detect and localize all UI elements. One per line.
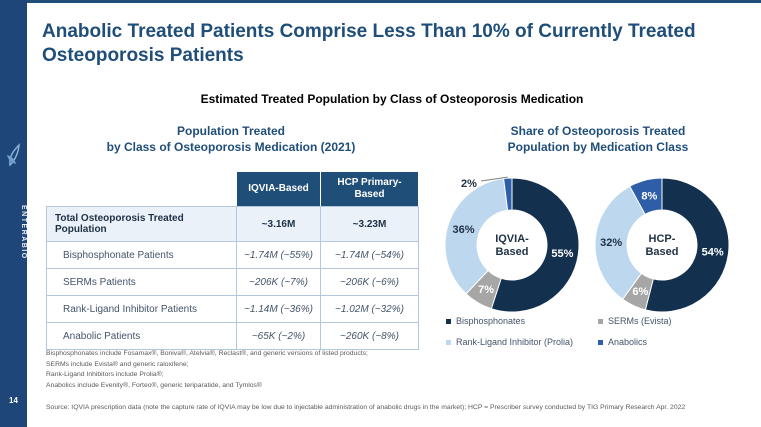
table-section-heading: Population Treated by Class of Osteoporo…	[58, 124, 404, 155]
brand-name-vertical: ENTERABIO	[20, 204, 27, 260]
donut-segment-bisphosphonates	[644, 177, 730, 313]
donut-segment-anabolics	[503, 177, 513, 211]
charts-section-heading: Share of Osteoporosis Treated Population…	[450, 124, 746, 155]
iqvia-value: ~65K (~2%)	[236, 322, 321, 350]
table-heading-line1: Population Treated	[176, 124, 285, 138]
chart-legend: Bisphosphonates SERMs (Evista) Rank-Ligand…	[446, 316, 746, 347]
table-row: SERMs Patients ~206K (~7%) ~206K (~6%)	[46, 268, 419, 296]
donut-segment-bisphosphonates	[490, 177, 580, 313]
column-header-hcp: HCP Primary-Based	[320, 171, 419, 207]
legend-item: SERMs (Evista)	[598, 316, 738, 326]
legend-label: Rank-Ligand Inhibitor (Prolia)	[456, 337, 574, 347]
table-header-row: IQVIA-Based HCP Primary-Based	[47, 171, 419, 207]
top-border-line	[0, 0, 761, 3]
legend-item: Bisphosphonates	[446, 316, 598, 326]
donut-chart-iqvia: 55% 7% 36% 2% IQVIA-Based	[444, 176, 580, 313]
donut-segment-rank-ligand-inhibitor-prolia	[594, 185, 646, 300]
hcp-value: ~260K (~8%)	[320, 322, 419, 350]
sidebar: ENTERABIO 14	[0, 0, 27, 427]
footnote-line: Bisphosphonates include Fosamax®, Boniva…	[46, 350, 368, 357]
row-label: SERMs Patients	[46, 268, 237, 296]
segment-value-label: 7%	[478, 284, 494, 296]
legend-swatch-icon	[598, 339, 603, 345]
table-row-total: Total Osteoporosis Treated Population ~3.…	[46, 206, 419, 242]
iqvia-value: ~3.16M	[236, 206, 321, 242]
column-header-iqvia: IQVIA-Based	[236, 171, 321, 207]
table-row: Bisphosphonate Patients ~1.74M (~55%) ~1.7…	[46, 241, 419, 269]
segment-value-label: 36%	[452, 224, 474, 236]
slide-title-line1: Anabolic Treated Patients Comprise Less …	[42, 21, 696, 42]
page-number: 14	[9, 396, 18, 405]
legend-label: Anabolics	[608, 337, 648, 347]
table-corner-cell	[47, 172, 237, 207]
donut-segment-anabolics	[629, 177, 663, 216]
legend-label: Bisphosphonates	[456, 316, 526, 326]
source-note: Source: IQVIA prescription data (note th…	[46, 404, 686, 411]
table-row: Rank-Ligand Inhibitor Patients ~1.14M (~3…	[46, 295, 419, 323]
charts-heading-line2: Population by Medication Class	[507, 139, 689, 154]
slide-title-line2: Osteoporosis Patients	[42, 44, 244, 66]
footnote-line: SERMs include Evista® and generic raloxi…	[46, 360, 189, 368]
table-row: Anabolic Patients ~65K (~2%) ~260K (~8%)	[46, 322, 419, 350]
legend-item: Anabolics	[598, 337, 738, 347]
segment-value-label: 54%	[702, 246, 724, 258]
hcp-value: ~206K (~6%)	[320, 268, 419, 296]
population-table: IQVIA-Based HCP Primary-Based Total Oste…	[46, 171, 419, 350]
hcp-value: ~1.02M (~32%)	[320, 295, 419, 323]
legend-item: Rank-Ligand Inhibitor (Prolia)	[446, 337, 598, 347]
segment-value-label: 8%	[641, 191, 657, 203]
segment-value-label: 6%	[632, 286, 648, 298]
slide-subtitle: Estimated Treated Population by Class of…	[200, 92, 584, 106]
iqvia-value: ~1.14M (~36%)	[236, 295, 321, 323]
donut-center-label: HCP-Based	[645, 233, 678, 258]
hcp-value: ~1.74M (~54%)	[320, 241, 419, 269]
entera-bio-logo-icon	[7, 143, 20, 167]
label-leader-line	[480, 176, 508, 182]
table-heading-line2: by Class of Osteoporosis Medication (202…	[106, 139, 356, 154]
donut-center-label: IQVIA-Based	[495, 233, 529, 258]
population-table-body: IQVIA-Based HCP Primary-Based Total Oste…	[46, 171, 419, 350]
segment-value-label: 32%	[600, 237, 622, 249]
donut-chart-hcp: 54% 6% 32% 8% HCP-Based	[594, 177, 730, 313]
charts-heading-line1: Share of Osteoporosis Treated	[510, 124, 686, 138]
segment-value-label: 55%	[551, 248, 573, 260]
row-label: Rank-Ligand Inhibitor Patients	[46, 295, 237, 323]
slide-title: Anabolic Treated Patients Comprise Less …	[42, 20, 748, 68]
legend-swatch-icon	[446, 318, 451, 324]
row-label: Bisphosphonate Patients	[46, 241, 237, 269]
legend-label: SERMs (Evista)	[608, 316, 672, 326]
legend-swatch-icon	[446, 339, 451, 345]
hcp-value: ~3.23M	[320, 206, 419, 242]
iqvia-value: ~1.74M (~55%)	[236, 241, 321, 269]
donut-segment-rank-ligand-inhibitor-prolia	[444, 177, 509, 295]
legend-swatch-icon	[598, 318, 603, 324]
row-label: Total Osteoporosis Treated Population	[46, 206, 237, 242]
footnote-line: Anabolics include Evenity®, Forteo®, gen…	[46, 381, 262, 389]
row-label: Anabolic Patients	[46, 322, 237, 350]
segment-value-label: 2%	[461, 178, 477, 190]
footnote-line: Rank-Ligand Inhibitors include Prolia®;	[46, 371, 164, 379]
iqvia-value: ~206K (~7%)	[236, 268, 321, 296]
footnotes: Bisphosphonates include Fosamax®, Boniva…	[46, 349, 436, 391]
